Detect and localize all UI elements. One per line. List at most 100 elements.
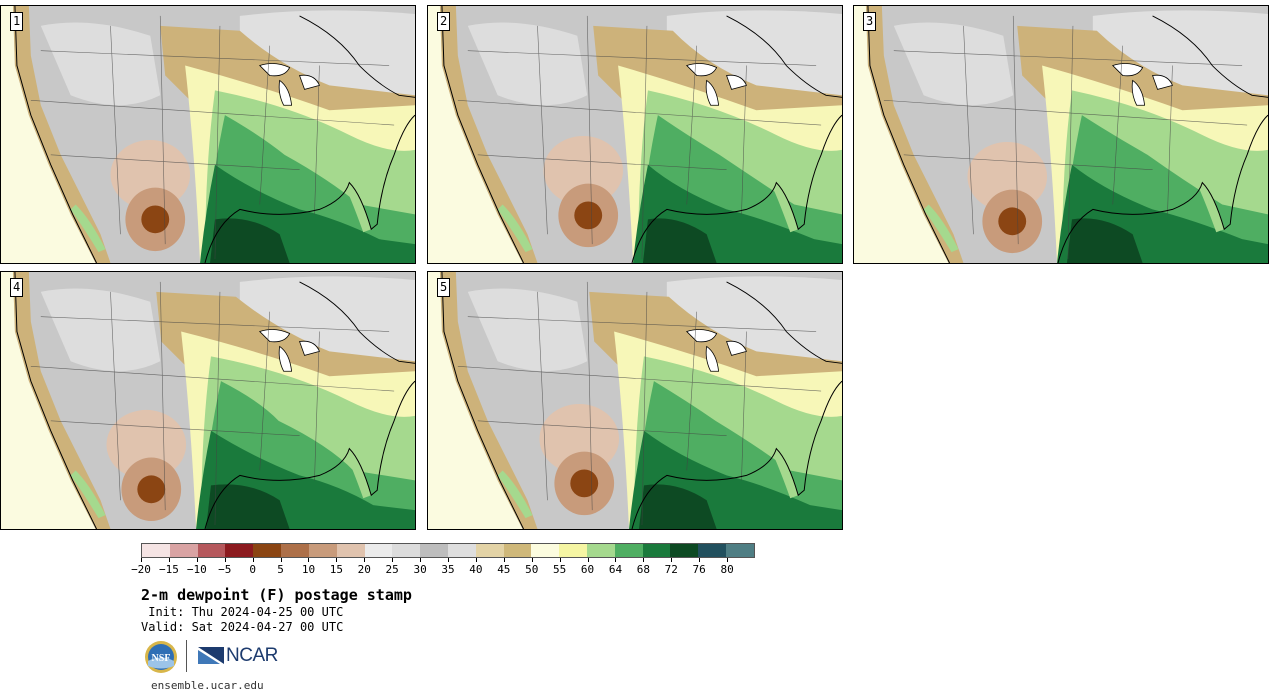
colorbar-segment — [392, 544, 421, 557]
gulf-darkest-area — [1066, 218, 1143, 263]
pacific-ocean — [1, 272, 96, 529]
dewpoint-map-1 — [1, 6, 415, 263]
colorbar-segment — [726, 544, 754, 557]
member-number-label: 5 — [437, 278, 451, 297]
colorbar-tick-label: 10 — [301, 563, 316, 576]
colorbar-tick-mark — [420, 558, 422, 562]
colorbar-segment — [447, 544, 476, 557]
mexico-coast-green — [923, 204, 959, 253]
state-borders — [30, 15, 395, 260]
dewpoint-colorbar — [141, 543, 755, 558]
init-time: Init: Thu 2024-04-25 00 UTC — [141, 605, 344, 619]
great-lakes — [686, 329, 748, 372]
colorbar-tick-label: 60 — [580, 563, 595, 576]
colorbar-tick-mark — [196, 558, 198, 562]
colorbar-tick-mark — [531, 558, 533, 562]
colorbar-tick-mark — [252, 558, 254, 562]
colorbar-segment — [559, 544, 587, 557]
west-coast-band — [12, 6, 111, 263]
mexico-coast-green — [70, 470, 106, 519]
west-light-patch — [467, 22, 588, 106]
west-coast-band — [439, 272, 538, 529]
colorbar-tick-mark — [392, 558, 394, 562]
colorbar-tick-mark — [587, 558, 589, 562]
ensemble-member-panel-2: 2 — [427, 5, 843, 264]
dry-region-core — [570, 469, 599, 498]
colorbar-tick-mark — [224, 558, 226, 562]
colorbar-segment — [420, 544, 448, 557]
mexico-coast-green — [70, 204, 106, 253]
dry-region-core — [998, 207, 1027, 236]
colorbar-tick-mark — [643, 558, 645, 562]
great-lakes — [259, 329, 321, 372]
colorbar-tick-label: 45 — [497, 563, 511, 576]
pacific-ocean — [854, 6, 949, 263]
canada-light-patch — [1092, 10, 1268, 98]
colorbar-segment — [308, 544, 337, 557]
west-coastline — [441, 272, 524, 529]
colorbar-tick-label: 30 — [413, 563, 427, 576]
canada-light-patch — [239, 276, 415, 364]
colorbar-tick-label: −15 — [158, 563, 179, 576]
dry-region-core — [137, 475, 166, 504]
colorbar-tick-label: 76 — [692, 563, 706, 576]
northeast-coastline — [726, 15, 842, 98]
colorbar-segment — [197, 544, 226, 557]
mexico-coast-green — [497, 204, 533, 253]
colorbar-segment — [142, 544, 170, 557]
colorbar-tick-label: 50 — [525, 563, 539, 576]
colorbar-tick-label: 80 — [720, 563, 734, 576]
northeast-coastline — [299, 281, 415, 364]
figure-title: 2-m dewpoint (F) postage stamp — [141, 586, 412, 604]
gulf-east-coastline — [204, 114, 415, 263]
west-coast-band — [439, 6, 538, 263]
colorbar-segment — [698, 544, 727, 557]
northeast-coastline — [1152, 15, 1268, 98]
colorbar-tick-mark — [475, 558, 477, 562]
site-url: ensemble.ucar.edu — [151, 679, 264, 692]
colorbar-tick-label: −5 — [218, 563, 232, 576]
dry-region-core — [141, 205, 170, 234]
colorbar-tick-mark — [168, 558, 170, 562]
colorbar-segment — [614, 544, 643, 557]
west-coastline — [867, 6, 950, 263]
great-lakes — [259, 63, 321, 106]
west-light-patch — [467, 288, 588, 372]
colorbar-tick-label: 40 — [469, 563, 483, 576]
florida-area — [345, 445, 372, 499]
colorbar-tick-mark — [308, 558, 310, 562]
pacific-ocean — [428, 6, 523, 263]
northeast-coastline — [726, 281, 842, 364]
gulf-darkest-area — [642, 218, 717, 263]
colorbar-segment — [336, 544, 365, 557]
colorbar-tick-label: 25 — [385, 563, 399, 576]
colorbar-tick-label: −10 — [186, 563, 207, 576]
member-number-label: 3 — [863, 12, 877, 31]
colorbar-segment — [169, 544, 198, 557]
state-borders — [883, 15, 1248, 260]
colorbar-tick-label: 55 — [553, 563, 567, 576]
colorbar-tick-mark — [141, 558, 142, 562]
ensemble-member-panel-5: 5 — [427, 271, 843, 530]
gulf-east-coastline — [204, 380, 415, 529]
west-coastline — [14, 272, 97, 529]
gulf-east-coastline — [1057, 114, 1268, 263]
west-light-patch — [40, 22, 161, 106]
colorbar-tick-mark — [280, 558, 282, 562]
colorbar-tick-label: 15 — [329, 563, 343, 576]
dewpoint-map-2 — [428, 6, 842, 263]
ensemble-member-panel-1: 1 — [0, 5, 416, 264]
florida-area — [772, 445, 799, 499]
colorbar-segment — [364, 544, 393, 557]
colorbar-tick-mark — [448, 558, 449, 562]
colorbar-tick-mark — [671, 558, 673, 562]
west-coast-band — [12, 272, 111, 529]
florida-area — [772, 179, 799, 233]
ncar-swoosh-icon — [198, 647, 224, 664]
florida-area — [1198, 179, 1225, 233]
member-number-label: 1 — [10, 12, 24, 31]
colorbar-tick-mark — [336, 558, 338, 562]
pacific-ocean — [428, 272, 523, 529]
nsf-logo-icon: NSF — [145, 641, 177, 673]
state-borders — [30, 281, 395, 526]
